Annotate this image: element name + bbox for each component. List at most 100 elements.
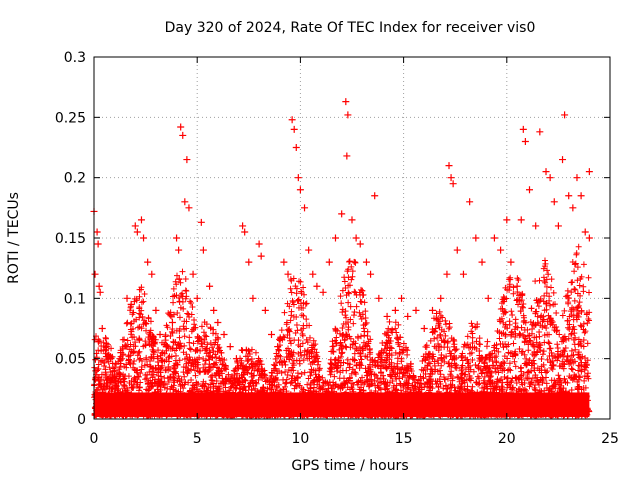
roti-point [298,371,305,378]
roti-point [177,343,184,350]
roti-point [164,375,171,382]
roti-point [117,371,124,378]
roti-point [481,359,488,366]
roti-point [547,345,554,352]
roti-point [135,324,142,331]
roti-point [162,337,169,344]
roti-point [537,347,544,354]
roti-point [461,341,468,348]
roti-point [175,295,182,302]
roti-point [195,333,202,340]
roti-point [388,352,395,359]
roti-point [183,287,190,294]
roti-point [386,318,393,325]
roti-point [405,375,412,382]
roti-point [534,378,541,385]
roti-point [368,357,375,364]
roti-point [121,336,128,343]
roti-point [527,319,534,326]
roti-point [129,385,136,392]
roti-point [352,259,359,266]
roti-point [362,342,369,349]
roti-point [491,342,498,349]
roti-point [275,381,282,388]
roti-point [293,322,300,329]
roti-point [440,373,447,380]
roti-point [537,314,544,321]
roti-point [543,374,550,381]
roti-point [431,335,438,342]
roti-point [144,381,151,388]
roti-point [353,303,360,310]
roti-point [237,386,244,393]
roti-point [127,331,134,338]
roti-point [503,343,510,350]
roti-point [510,340,517,347]
roti-point [397,366,404,373]
roti-point [580,343,587,350]
roti-point [519,291,526,298]
roti-point [212,330,219,337]
roti-point [512,375,519,382]
roti-point [309,359,316,366]
roti-point [545,271,552,278]
roti-point [300,312,307,319]
roti-point [504,379,511,386]
roti-point [98,371,105,378]
roti-point [543,306,550,313]
roti-point [206,364,213,371]
roti-point [432,328,439,335]
roti-point [306,350,313,357]
roti-point [103,381,110,388]
roti-point [337,339,344,346]
roti-point [181,342,188,349]
roti-point [400,382,407,389]
roti-point [561,361,568,368]
roti-point [170,368,177,375]
roti-point [214,385,221,392]
roti-point [397,380,404,387]
roti-point [506,287,513,294]
roti-point [183,351,190,358]
roti-point [566,295,573,302]
roti-point [186,334,193,341]
roti-point [257,387,264,394]
roti-point [578,273,585,280]
roti-point [106,385,113,392]
roti-point [313,349,320,356]
roti-point [351,369,358,376]
roti-point [564,287,571,294]
roti-point [427,337,434,344]
roti-point [371,377,378,384]
roti-point [117,360,124,367]
roti-point [144,371,151,378]
roti-point [137,311,144,318]
roti-point [202,332,209,339]
roti-point [448,368,455,375]
roti-point [510,284,517,291]
roti-point [518,349,525,356]
roti-point [123,320,130,327]
roti-point [378,362,385,369]
roti-point [131,295,138,302]
roti-point [483,369,490,376]
roti-point [346,333,353,340]
roti-point [581,377,588,384]
roti-point [476,335,483,342]
roti-point [446,360,453,367]
roti-point [575,336,582,343]
roti-point [312,341,319,348]
roti-point [358,286,365,293]
roti-point [554,345,561,352]
roti-point [385,332,392,339]
roti-point [309,346,316,353]
roti-point [324,379,331,386]
roti-point [584,373,591,380]
roti-point [210,348,217,355]
roti-point [292,330,299,337]
roti-point [176,299,183,306]
roti-point [487,351,494,358]
roti-point [417,373,424,380]
roti-point [535,298,542,305]
roti-point [433,310,440,317]
